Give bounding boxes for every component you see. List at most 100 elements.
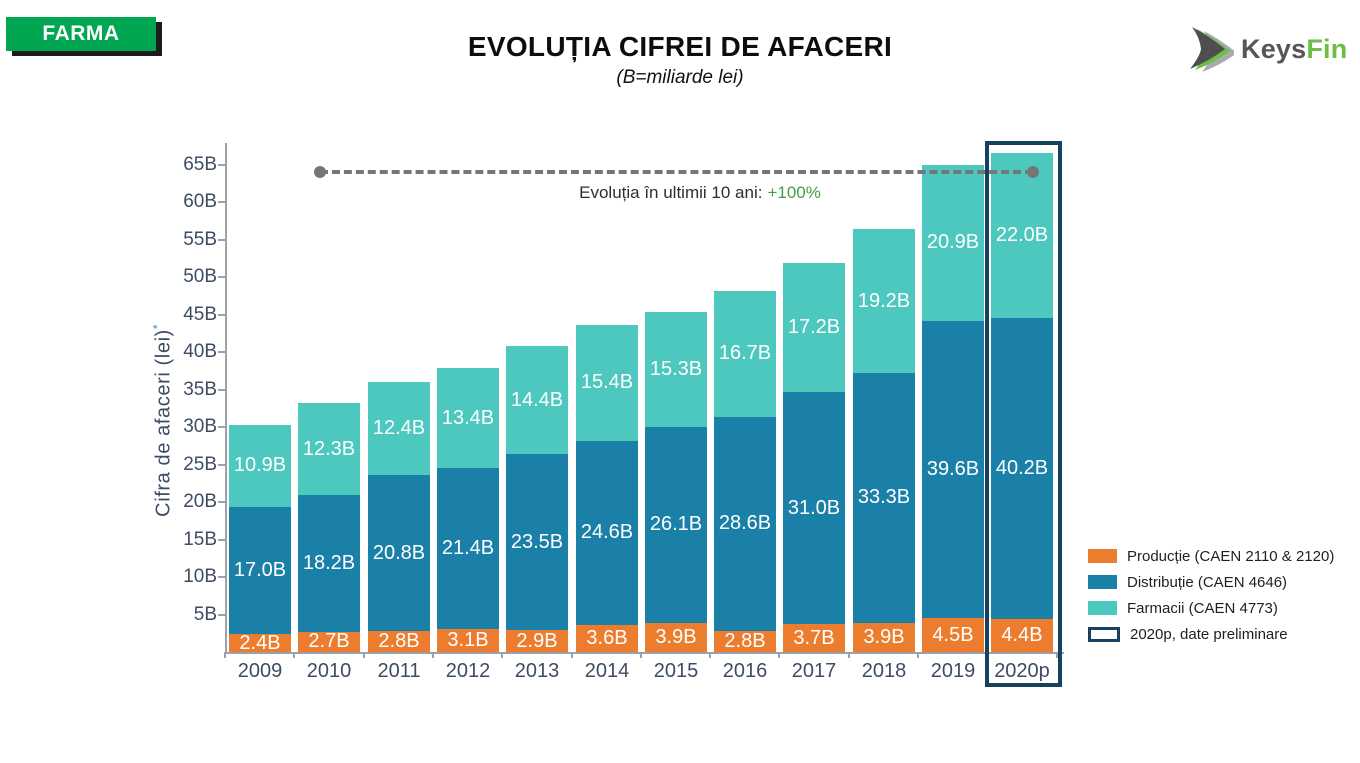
y-tick-mark	[218, 501, 225, 503]
x-axis-category-label: 2010	[306, 660, 352, 682]
trend-endpoint-dot-right	[1027, 166, 1039, 178]
bar-segment: 40.2B	[991, 317, 1053, 619]
legend-swatch	[1088, 575, 1117, 589]
bar-value-label: 26.1B	[649, 513, 703, 536]
bar-value-label: 2.7B	[308, 630, 350, 653]
y-tick-mark	[218, 426, 225, 428]
bar-value-label: 15.4B	[580, 371, 634, 394]
y-tick-mark	[218, 351, 225, 353]
legend-item: 2020p, date preliminare	[1088, 624, 1288, 644]
x-tick-mark	[363, 652, 365, 658]
trend-endpoint-dot-left	[314, 166, 326, 178]
y-tick-label: 15B	[183, 529, 217, 550]
x-axis-line	[225, 652, 1064, 654]
bar-value-label: 40.2B	[995, 456, 1049, 479]
farma-badge-label: FARMA	[42, 22, 120, 45]
x-tick-mark	[778, 652, 780, 658]
y-tick-mark	[218, 201, 225, 203]
y-axis-line	[225, 143, 227, 652]
bar-segment: 21.4B	[437, 468, 499, 629]
bar-segment: 16.7B	[714, 291, 776, 417]
trend-annotation: Evoluția în ultimii 10 ani: +100%	[430, 183, 970, 203]
bar-segment: 3.9B	[853, 622, 915, 653]
bar-segment: 4.4B	[991, 619, 1053, 652]
y-tick-label: 30B	[183, 416, 217, 437]
y-tick-label: 65B	[183, 154, 217, 175]
bar-value-label: 2.4B	[239, 631, 281, 654]
x-axis-category-label: 2019	[930, 660, 976, 682]
bar-segment: 3.9B	[645, 622, 707, 653]
bar-value-label: 2.8B	[378, 630, 420, 652]
bar-segment: 31.0B	[783, 391, 845, 625]
bar-segment: 39.6B	[922, 321, 984, 619]
bar-value-label: 14.4B	[510, 388, 564, 411]
bar-value-label: 24.6B	[580, 521, 634, 544]
y-tick-mark	[218, 314, 225, 316]
bar-value-label: 22.0B	[995, 223, 1049, 246]
x-tick-mark	[293, 652, 295, 658]
bar-value-label: 18.2B	[302, 552, 356, 575]
bar-value-label: 23.5B	[510, 530, 564, 553]
bar-value-label: 3.6B	[586, 627, 628, 649]
x-tick-mark	[501, 652, 503, 658]
legend-swatch-outline	[1088, 626, 1120, 642]
bar-value-label: 4.5B	[932, 623, 974, 646]
x-tick-mark	[432, 652, 434, 658]
bar-segment: 12.4B	[368, 382, 430, 475]
bar-value-label: 31.0B	[787, 496, 841, 519]
bar-value-label: 3.1B	[447, 628, 489, 651]
bar-segment: 19.2B	[853, 229, 915, 373]
bar-segment: 3.1B	[437, 628, 499, 653]
trend-annotation-value: +100%	[767, 183, 821, 202]
page-title: EVOLUȚIA CIFREI DE AFACERI	[467, 31, 893, 62]
x-tick-mark	[1056, 652, 1058, 658]
trend-dashed-line	[320, 170, 1033, 174]
x-axis-category-label: 2009	[237, 660, 283, 682]
y-tick-label: 25B	[183, 454, 217, 475]
keysfin-logo: KeysFin	[1186, 26, 1347, 72]
bar-value-label: 33.3B	[857, 486, 911, 509]
keysfin-logo-text: KeysFin	[1241, 34, 1347, 65]
bar-segment: 22.0B	[991, 152, 1053, 318]
farma-badge: FARMA	[6, 17, 156, 51]
bar-value-label: 20.8B	[372, 541, 426, 564]
bar-value-label: 21.4B	[441, 537, 495, 560]
legend-label: Producție (CAEN 2110 & 2120)	[1127, 547, 1335, 565]
bar-value-label: 28.6B	[718, 512, 772, 535]
legend-label: Farmacii (CAEN 4773)	[1127, 599, 1278, 617]
bar-value-label: 10.9B	[233, 454, 287, 477]
x-tick-mark	[709, 652, 711, 658]
bar-value-label: 16.7B	[718, 342, 772, 365]
bar-segment: 12.3B	[298, 403, 360, 496]
x-axis-category-label: 2013	[514, 660, 560, 682]
y-tick-mark	[218, 276, 225, 278]
y-tick-label: 5B	[193, 604, 217, 625]
page-subtitle: (B=miliarde lei)	[616, 67, 744, 88]
y-tick-mark	[218, 539, 225, 541]
bar-value-label: 3.9B	[863, 625, 905, 648]
bar-value-label: 2.8B	[724, 630, 766, 652]
y-tick-mark	[218, 239, 225, 241]
trend-annotation-text: Evoluția în ultimii 10 ani:	[579, 183, 763, 202]
x-tick-mark	[571, 652, 573, 658]
bar-value-label: 39.6B	[926, 458, 980, 481]
bar-value-label: 19.2B	[857, 289, 911, 312]
logo-text-fin: Fin	[1306, 33, 1348, 64]
bar-segment: 26.1B	[645, 427, 707, 623]
y-tick-label: 40B	[183, 341, 217, 362]
bar-segment: 28.6B	[714, 416, 776, 631]
x-tick-mark	[224, 652, 226, 658]
bar-segment: 17.2B	[783, 262, 845, 392]
bar-value-label: 12.4B	[372, 417, 426, 439]
x-axis-category-label: 2017	[791, 660, 837, 682]
bar-value-label: 2.9B	[516, 629, 558, 652]
bar-value-label: 20.9B	[926, 231, 980, 254]
y-tick-label: 50B	[183, 266, 217, 287]
bar-segment: 4.5B	[922, 618, 984, 653]
bar-segment: 2.7B	[298, 630, 360, 653]
bar-segment: 2.9B	[506, 629, 568, 653]
bar-segment: 23.5B	[506, 454, 568, 631]
bar-segment: 2.8B	[368, 630, 430, 652]
bar-segment: 20.8B	[368, 475, 430, 631]
